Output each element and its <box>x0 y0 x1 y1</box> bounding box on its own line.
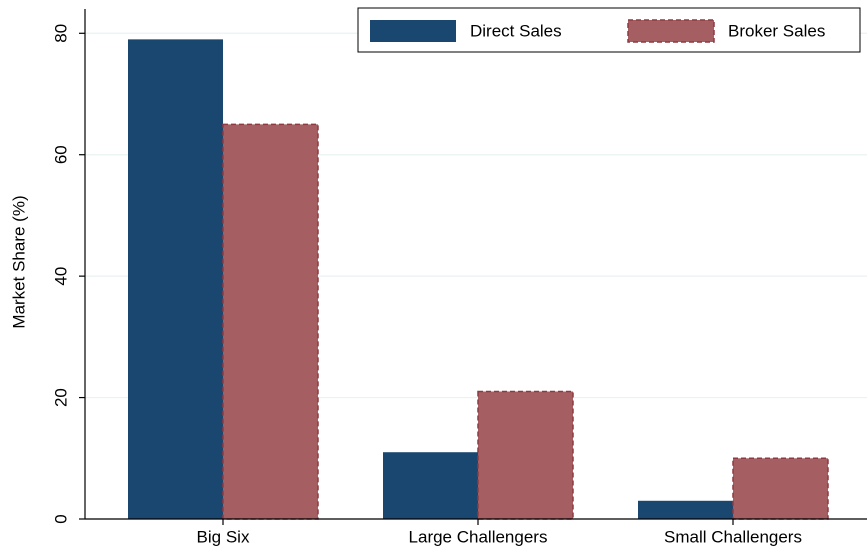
y-tick-label: 0 <box>51 514 70 523</box>
x-tick-label: Small Challengers <box>664 527 802 546</box>
y-axis-title: Market Share (%) <box>9 195 28 328</box>
bar <box>222 123 319 520</box>
legend-label: Direct Sales <box>470 21 562 40</box>
bar <box>638 500 733 519</box>
y-tick-label: 40 <box>51 267 70 286</box>
y-tick-label: 60 <box>51 145 70 164</box>
legend-swatch <box>627 19 715 43</box>
bar <box>732 457 829 520</box>
bar <box>477 390 574 520</box>
y-tick-label: 80 <box>51 24 70 43</box>
bar <box>128 39 223 519</box>
x-tick-label: Large Challengers <box>409 527 548 546</box>
bar <box>383 452 478 519</box>
legend-label: Broker Sales <box>728 21 825 40</box>
legend-swatch <box>370 20 456 42</box>
x-tick-label: Big Six <box>197 527 250 546</box>
y-tick-label: 20 <box>51 388 70 407</box>
